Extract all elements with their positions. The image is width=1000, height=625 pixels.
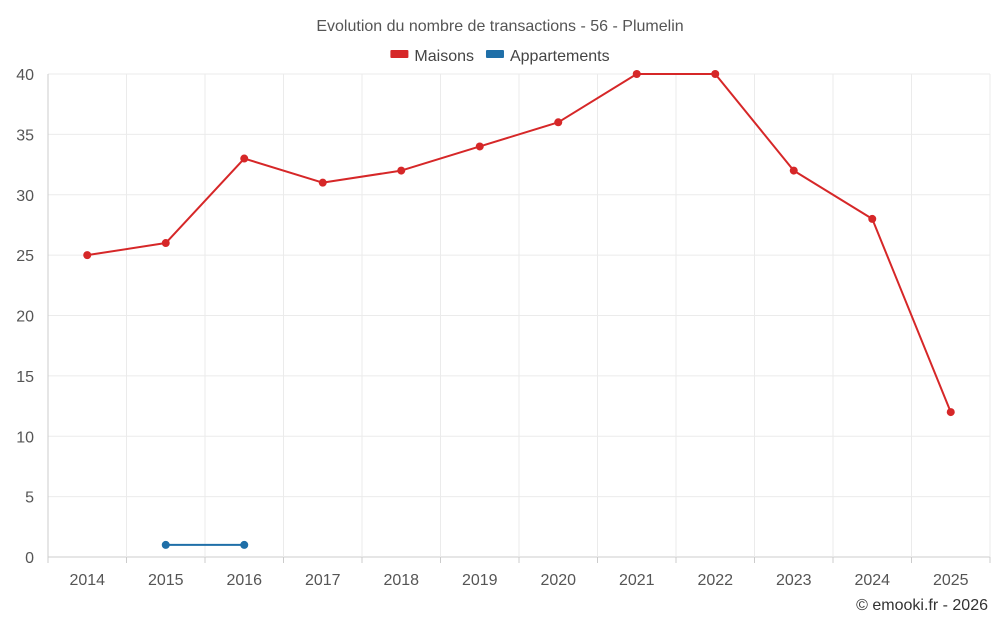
chart-title: Evolution du nombre de transactions - 56… [316, 18, 683, 35]
data-point [83, 251, 92, 260]
y-axis: 0 5 10 15 20 25 30 35 40 [16, 67, 34, 567]
legend-label: Appartements [510, 48, 610, 65]
y-tick-label: 30 [16, 188, 34, 205]
plot-area [83, 70, 955, 549]
x-tick-label: 2017 [305, 572, 341, 589]
x-tick-label: 2015 [148, 572, 184, 589]
data-point [161, 540, 170, 549]
series-appartements [161, 540, 249, 549]
data-point [475, 142, 484, 151]
legend-item-maisons: Maisons [390, 48, 474, 65]
data-point [789, 166, 798, 175]
x-tick-label: 2018 [383, 572, 419, 589]
data-point [711, 70, 720, 78]
x-tick-label: 2023 [776, 572, 812, 589]
legend-label: Maisons [414, 48, 474, 65]
y-tick-label: 40 [16, 67, 34, 84]
x-tick-label: 2014 [69, 572, 105, 589]
data-point [868, 214, 877, 223]
data-point [554, 118, 563, 127]
data-point [632, 70, 641, 78]
legend-swatch [485, 50, 504, 58]
data-point [240, 540, 249, 549]
y-tick-label: 5 [25, 490, 34, 507]
x-tick-label: 2019 [462, 572, 498, 589]
x-tick-label: 2022 [697, 572, 733, 589]
data-point [397, 166, 406, 175]
x-tick-label: 2025 [933, 572, 969, 589]
legend-swatch [390, 50, 409, 58]
legend-item-appartements: Appartements [485, 48, 610, 65]
y-tick-label: 10 [16, 429, 34, 446]
grid [47, 73, 991, 563]
data-point [946, 408, 955, 417]
x-tick-label: 2020 [540, 572, 576, 589]
y-tick-label: 15 [16, 369, 34, 386]
legend: Maisons Appartements [390, 48, 610, 65]
y-tick-label: 20 [16, 309, 34, 326]
series-maisons [83, 70, 955, 417]
data-point [161, 239, 170, 248]
data-point [318, 178, 327, 187]
x-tick-label: 2024 [854, 572, 890, 589]
x-axis: 2014 2015 2016 2017 2018 2019 2020 2021 2022 2023… [69, 572, 968, 589]
y-tick-label: 25 [16, 248, 34, 265]
y-tick-label: 0 [25, 550, 34, 567]
x-tick-label: 2021 [619, 572, 655, 589]
copyright-text: © emooki.fr - 2026 [856, 597, 988, 614]
x-tick-label: 2016 [226, 572, 262, 589]
series-line [87, 73, 952, 413]
y-tick-label: 35 [16, 127, 34, 144]
data-point [240, 154, 249, 163]
